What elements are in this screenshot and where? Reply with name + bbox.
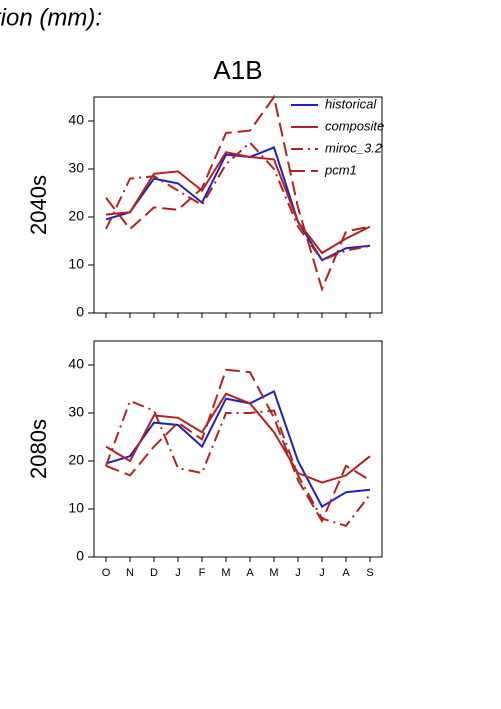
- series-line: [105, 399, 371, 527]
- y-tick-label: 10: [68, 500, 84, 516]
- legend-label: historical: [325, 96, 377, 111]
- y-tick-label: 30: [68, 160, 84, 176]
- series-line: [105, 389, 371, 509]
- legend-label: miroc_3.2: [325, 140, 383, 155]
- series-line: [105, 146, 371, 262]
- y-tick-label: 0: [76, 548, 84, 564]
- y-tick-label: 20: [68, 208, 84, 224]
- legend-label: composite: [325, 118, 384, 133]
- x-tick-label: J: [319, 567, 325, 579]
- chart-title: A1B: [213, 55, 262, 85]
- x-tick-label: M: [221, 567, 230, 579]
- x-tick-label: M: [269, 567, 278, 579]
- plot-frame: [93, 340, 383, 558]
- series-line: [105, 141, 371, 262]
- series-line: [105, 392, 371, 484]
- y-axis-label: 2080s: [26, 419, 51, 479]
- y-tick-label: 0: [76, 304, 84, 320]
- series-line: [105, 368, 371, 524]
- x-tick-label: F: [199, 567, 206, 579]
- x-tick-label: J: [295, 567, 301, 579]
- x-tick-label: D: [150, 567, 158, 579]
- x-tick-label: N: [126, 567, 134, 579]
- y-tick-label: 20: [68, 452, 84, 468]
- x-tick-label: S: [366, 567, 373, 579]
- series-line: [105, 94, 371, 292]
- x-tick-label: O: [102, 567, 111, 579]
- x-tick-label: J: [175, 567, 181, 579]
- y-tick-label: 40: [68, 112, 84, 128]
- y-tick-label: 40: [68, 356, 84, 372]
- y-tick-label: 10: [68, 256, 84, 272]
- x-tick-label: A: [246, 567, 254, 579]
- page-title: tion (mm):: [0, 4, 102, 31]
- y-axis-label: 2040s: [26, 175, 51, 235]
- y-tick-label: 30: [68, 404, 84, 420]
- plot-frame: [93, 96, 383, 314]
- x-tick-label: A: [342, 567, 350, 579]
- legend-label: pcm1: [324, 162, 357, 177]
